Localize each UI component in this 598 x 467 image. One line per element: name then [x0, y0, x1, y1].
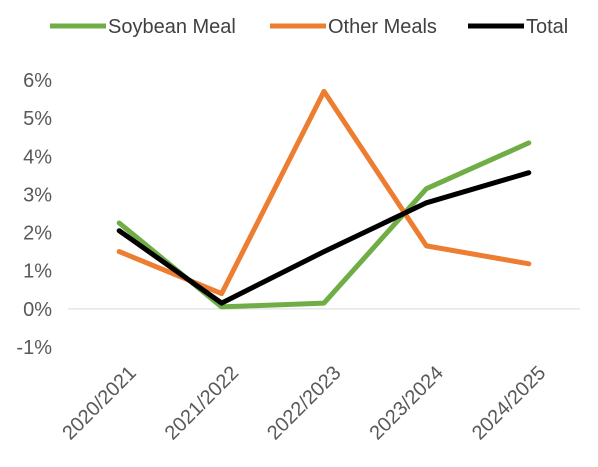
legend-label: Other Meals [328, 16, 437, 38]
legend-label: Total [526, 16, 568, 38]
series-line-soybean-meal [116, 140, 532, 310]
y-tick-label: -1% [16, 337, 52, 359]
legend-item: Other Meals [270, 16, 437, 38]
plot-area [116, 88, 532, 310]
x-axis: 2020/2021 2021/2022 2022/2023 2023/2024 2024… [58, 362, 550, 444]
legend-label: Soybean Meal [108, 16, 236, 38]
y-tick-label: 0% [23, 299, 52, 321]
x-tick-label: 2022/2023 [263, 362, 345, 444]
y-tick-label: 5% [23, 108, 52, 130]
y-tick-label: 2% [23, 223, 52, 245]
x-tick-label: 2024/2025 [468, 362, 550, 444]
x-tick-label: 2023/2024 [366, 362, 448, 444]
legend-item: Total [468, 16, 568, 38]
legend-item: Soybean Meal [50, 16, 236, 38]
y-tick-label: 3% [23, 184, 52, 206]
series-line-total [116, 170, 532, 306]
legend: Soybean Meal Other Meals Total [50, 16, 568, 38]
x-tick-label: 2021/2022 [161, 362, 243, 444]
x-tick-label: 2020/2021 [58, 362, 140, 444]
y-tick-label: 4% [23, 146, 52, 168]
y-axis: 6% 5% 4% 3% 2% 1% 0% -1% [16, 70, 52, 359]
y-tick-label: 1% [23, 261, 52, 283]
y-tick-label: 6% [23, 70, 52, 92]
